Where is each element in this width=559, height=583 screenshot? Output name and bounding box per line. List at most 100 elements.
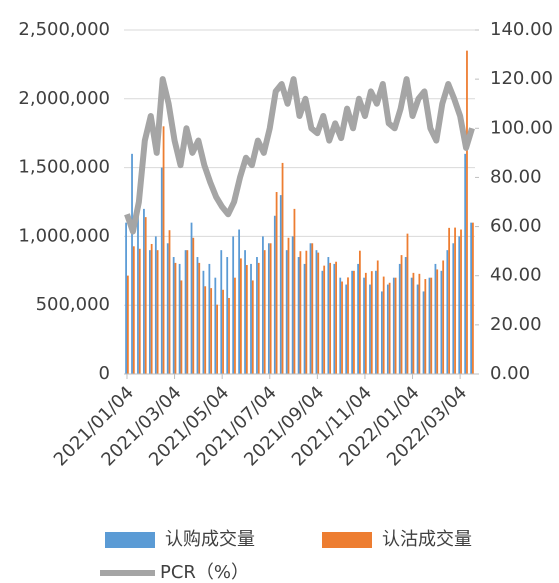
bar <box>210 288 213 374</box>
bar <box>317 252 320 374</box>
bar <box>428 277 431 374</box>
bar <box>335 261 337 374</box>
bar <box>168 230 171 374</box>
bar <box>269 243 272 374</box>
bar <box>329 262 332 374</box>
bar <box>160 167 163 374</box>
bar <box>309 243 312 374</box>
y-tick-label: 1,000,000 <box>18 225 110 246</box>
bar <box>299 251 302 374</box>
bar <box>275 192 278 374</box>
y2-tick-label: 80.00 <box>490 166 542 187</box>
bar <box>291 236 294 374</box>
bar <box>263 250 266 374</box>
bar <box>418 273 421 374</box>
bar <box>202 270 205 374</box>
bar <box>220 250 223 374</box>
bar <box>375 270 377 374</box>
legend-label: 认购成交量 <box>165 529 255 550</box>
bar <box>370 271 373 374</box>
bar <box>460 229 462 374</box>
y-tick-label: 2,000,000 <box>18 88 110 109</box>
bar <box>156 250 159 374</box>
bar <box>172 257 175 374</box>
bar <box>143 208 145 374</box>
bar <box>382 276 385 374</box>
y2-tick-label: 20.00 <box>490 314 542 335</box>
bar <box>345 284 348 374</box>
bar <box>388 282 391 374</box>
bar <box>305 250 308 374</box>
bar <box>190 222 193 374</box>
bar <box>394 277 397 374</box>
bar <box>400 255 403 374</box>
bar <box>150 243 153 374</box>
bar <box>442 260 445 374</box>
bar <box>198 262 201 374</box>
bar <box>285 250 288 374</box>
bar <box>174 262 177 374</box>
bar <box>458 236 461 374</box>
bar <box>321 270 324 374</box>
bar <box>222 289 224 374</box>
y-tick-label: 1,500,000 <box>18 157 110 178</box>
bar <box>386 284 389 374</box>
bar <box>404 257 407 374</box>
bar <box>430 277 433 374</box>
bar <box>315 250 318 374</box>
bar <box>245 265 248 374</box>
bar <box>446 250 449 374</box>
bar <box>132 246 135 374</box>
bar <box>186 250 189 374</box>
bar <box>196 257 199 374</box>
bar <box>148 250 151 374</box>
bar <box>472 222 474 374</box>
y-tick-label: 2,500,000 <box>18 19 110 40</box>
bar <box>351 270 354 374</box>
bar <box>126 275 129 374</box>
legend-label: PCR（%） <box>160 562 249 583</box>
bar <box>293 208 296 374</box>
bar <box>234 277 236 374</box>
bar <box>424 279 427 374</box>
bar <box>154 236 157 374</box>
bar <box>369 284 371 374</box>
bar <box>273 215 276 374</box>
bar <box>470 222 473 374</box>
bar <box>353 270 355 374</box>
bar <box>333 263 336 374</box>
bar <box>216 304 218 374</box>
bar <box>192 237 195 374</box>
bar <box>364 272 367 374</box>
line <box>124 76 475 235</box>
bar <box>303 263 306 374</box>
y2-tick-label: 120.00 <box>490 68 553 89</box>
bar <box>410 277 413 374</box>
bar <box>226 257 229 374</box>
bar <box>204 286 207 374</box>
bar <box>464 153 467 374</box>
bar <box>448 227 451 374</box>
bar <box>398 263 401 374</box>
bar <box>267 243 270 374</box>
bar <box>131 153 133 374</box>
bar <box>244 250 246 374</box>
y2-tick-label: 60.00 <box>490 216 542 237</box>
bar <box>214 277 217 374</box>
bar <box>357 263 359 374</box>
legend-swatch <box>105 532 155 548</box>
bar <box>363 277 365 374</box>
bar <box>238 229 241 374</box>
bar <box>256 257 258 374</box>
legend-swatch <box>322 532 372 548</box>
legend-label: 认沽成交量 <box>382 529 472 550</box>
bar <box>339 277 342 374</box>
bar <box>440 270 443 374</box>
bar <box>327 257 330 374</box>
y2-tick-label: 40.00 <box>490 265 542 286</box>
bar <box>232 236 235 374</box>
bar <box>287 237 290 374</box>
bar <box>138 248 141 374</box>
bar <box>381 291 383 374</box>
